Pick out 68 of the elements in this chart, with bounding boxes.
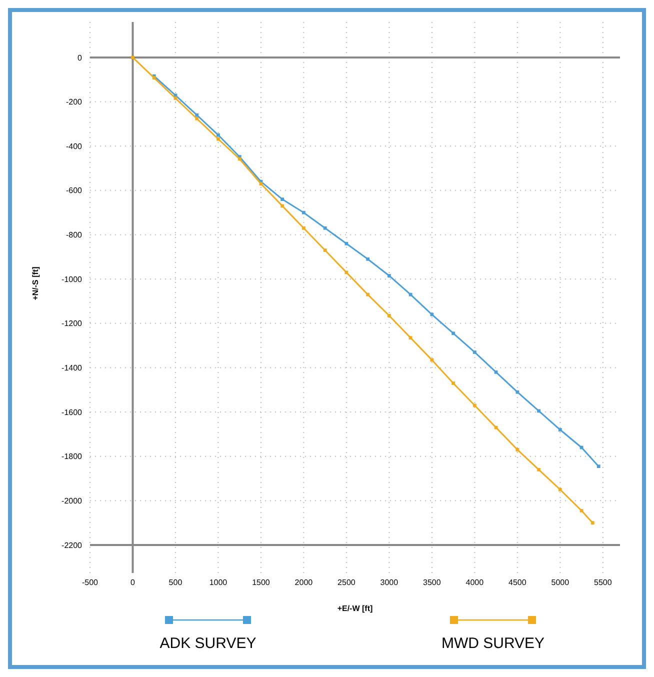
y-tick-label: -600 (66, 186, 83, 196)
point (280, 198, 284, 201)
x-tick-label: 2500 (338, 578, 356, 587)
point (452, 332, 456, 336)
y-tick-label: -1200 (62, 319, 83, 328)
point (430, 358, 434, 362)
point (238, 157, 242, 161)
x-tick-label: 4500 (508, 578, 527, 587)
point (366, 292, 370, 296)
point (387, 274, 391, 278)
point (596, 464, 600, 468)
point (216, 137, 220, 141)
point (537, 468, 540, 472)
x-tick-label: 3500 (423, 578, 442, 587)
x-tick-label: 5500 (594, 578, 612, 587)
point (366, 257, 370, 261)
x-tick-label: 3000 (380, 578, 399, 587)
y-tick-label: -800 (66, 230, 83, 240)
point (537, 409, 540, 413)
x-tick-label: 500 (168, 578, 183, 587)
y-tick-label: -1600 (62, 408, 83, 417)
point (494, 370, 498, 374)
y-tick-label: -1800 (62, 452, 83, 462)
x-tick-label: 4000 (466, 578, 484, 587)
point (408, 292, 412, 296)
y-tick-label: -1400 (62, 364, 83, 373)
point (472, 404, 476, 408)
point (472, 350, 476, 354)
point (590, 521, 594, 525)
y-tick-label: -2000 (62, 496, 83, 506)
point (302, 226, 306, 230)
point (558, 428, 562, 432)
y-tick-label: -200 (66, 98, 83, 107)
point (323, 226, 327, 230)
point (344, 242, 348, 246)
point (302, 210, 306, 214)
x-tick-label: -500 (82, 578, 99, 587)
legend-label: MWD SURVEY (441, 635, 545, 652)
point (323, 248, 327, 252)
point (195, 113, 199, 117)
y-tick-label: -1000 (62, 274, 83, 284)
point (174, 96, 178, 100)
point (452, 382, 456, 385)
x-tick-label: 1000 (209, 578, 228, 587)
x-tick-label: 5000 (551, 578, 570, 587)
point (131, 56, 134, 60)
point (516, 390, 520, 394)
x-tick-label: 1500 (252, 578, 270, 587)
x-tick-label: 0 (130, 578, 136, 587)
point (580, 508, 584, 512)
point (558, 488, 562, 492)
point (408, 336, 412, 340)
point (280, 204, 284, 208)
point (216, 133, 220, 137)
x-axis-title: +E/-W [ft] (337, 604, 373, 613)
point (387, 314, 391, 318)
point (195, 116, 199, 120)
point (516, 448, 520, 452)
legend-label: ADK SURVEY (160, 635, 256, 652)
y-tick-label: 0 (78, 53, 83, 62)
x-tick-label: 2000 (294, 578, 314, 587)
point (344, 270, 348, 274)
y-tick-label: -400 (66, 142, 83, 151)
y-tick-label: -2200 (62, 540, 83, 550)
point (430, 312, 434, 316)
y-axis-title: +N/-S [ft] (31, 266, 40, 300)
line-series (131, 56, 594, 525)
point (259, 182, 263, 186)
